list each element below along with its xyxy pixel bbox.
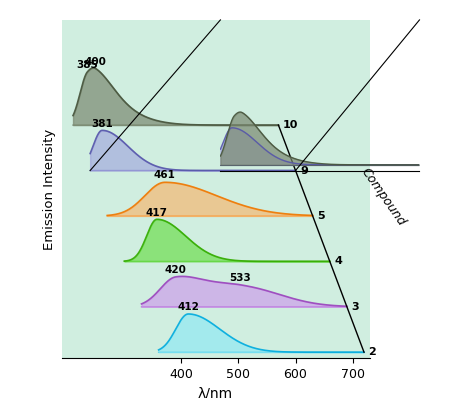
Text: 417: 417: [146, 207, 168, 217]
Text: 9: 9: [300, 166, 308, 176]
Text: 2: 2: [369, 347, 376, 357]
Y-axis label: Emission Intensity: Emission Intensity: [43, 129, 56, 250]
Text: 4: 4: [334, 256, 342, 266]
Text: 5: 5: [317, 211, 325, 221]
Text: Compound: Compound: [358, 166, 408, 228]
Text: 385: 385: [76, 60, 98, 70]
Text: 412: 412: [177, 302, 199, 312]
Text: 533: 533: [229, 273, 251, 283]
Text: 461: 461: [154, 170, 176, 180]
X-axis label: λ/nm: λ/nm: [198, 386, 233, 398]
Text: 10: 10: [283, 120, 298, 130]
Text: 3: 3: [351, 302, 359, 312]
Text: 420: 420: [165, 265, 187, 275]
Text: 400: 400: [85, 57, 107, 67]
Text: 381: 381: [91, 119, 113, 129]
